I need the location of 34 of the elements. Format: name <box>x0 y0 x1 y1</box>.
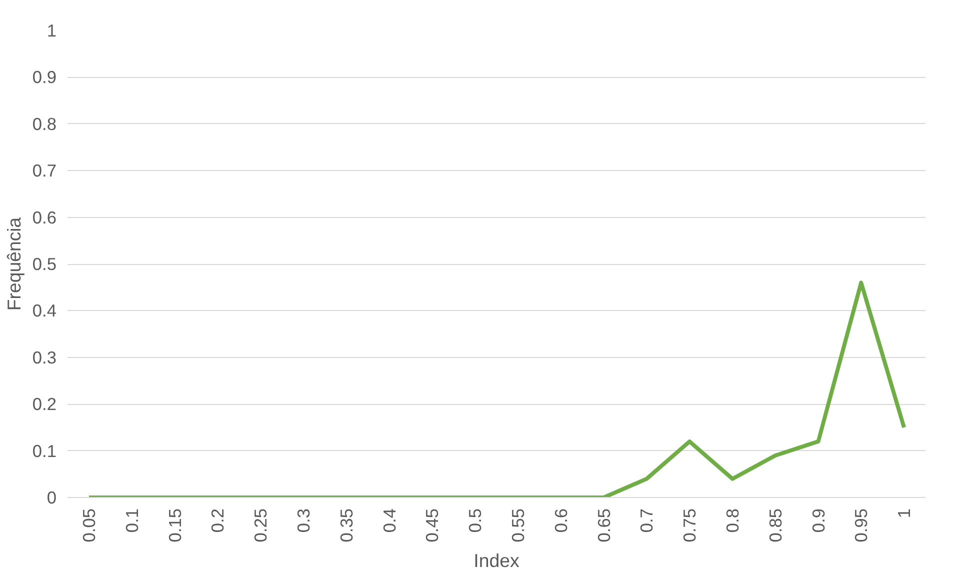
y-tick-label: 0.5 <box>32 254 57 274</box>
y-tick-label: 0 <box>46 488 57 508</box>
x-tick-label: 0.1 <box>122 508 142 533</box>
y-tick-label: 0.8 <box>32 114 57 134</box>
x-tick-label: 0.05 <box>78 508 99 542</box>
line-series <box>86 280 906 498</box>
x-tick-label: 0.85 <box>765 508 786 542</box>
x-tick-label: 0.65 <box>594 508 614 542</box>
x-tick-label: 0.3 <box>293 508 314 533</box>
x-tick-label: 0.7 <box>636 508 657 533</box>
y-tick-label: 0.1 <box>32 440 57 461</box>
x-tick-label: 0.35 <box>336 508 356 542</box>
x-tick-label: 0.9 <box>808 508 828 533</box>
y-axis-title: Frequência <box>3 216 24 311</box>
x-tick-label: 0.75 <box>680 508 700 542</box>
x-tick-label: 0.4 <box>379 508 400 533</box>
y-tick-label: 1 <box>46 20 57 40</box>
x-tick-label: 1 <box>894 508 914 518</box>
x-tick-label: 0.55 <box>508 508 528 542</box>
y-tick-label: 0.2 <box>32 394 57 414</box>
x-tick-label: 0.2 <box>208 508 228 533</box>
y-tick-label: 0.4 <box>32 300 57 321</box>
x-tick-label: 0.5 <box>465 508 486 533</box>
y-tick-label: 0.3 <box>32 347 57 368</box>
x-tick-label: 0.45 <box>422 508 442 542</box>
y-tick-label: 0.7 <box>32 160 57 181</box>
x-tick-label: 0.95 <box>851 508 872 542</box>
y-tick-label: 0.9 <box>32 67 57 88</box>
x-tick-label: 0.8 <box>722 508 742 533</box>
y-tick-label: 0.6 <box>32 207 57 228</box>
x-tick-label: 0.6 <box>550 508 571 533</box>
x-tick-label: 0.25 <box>250 508 271 542</box>
x-tick-label: 0.15 <box>164 508 185 542</box>
x-axis-title: Index <box>474 550 520 572</box>
